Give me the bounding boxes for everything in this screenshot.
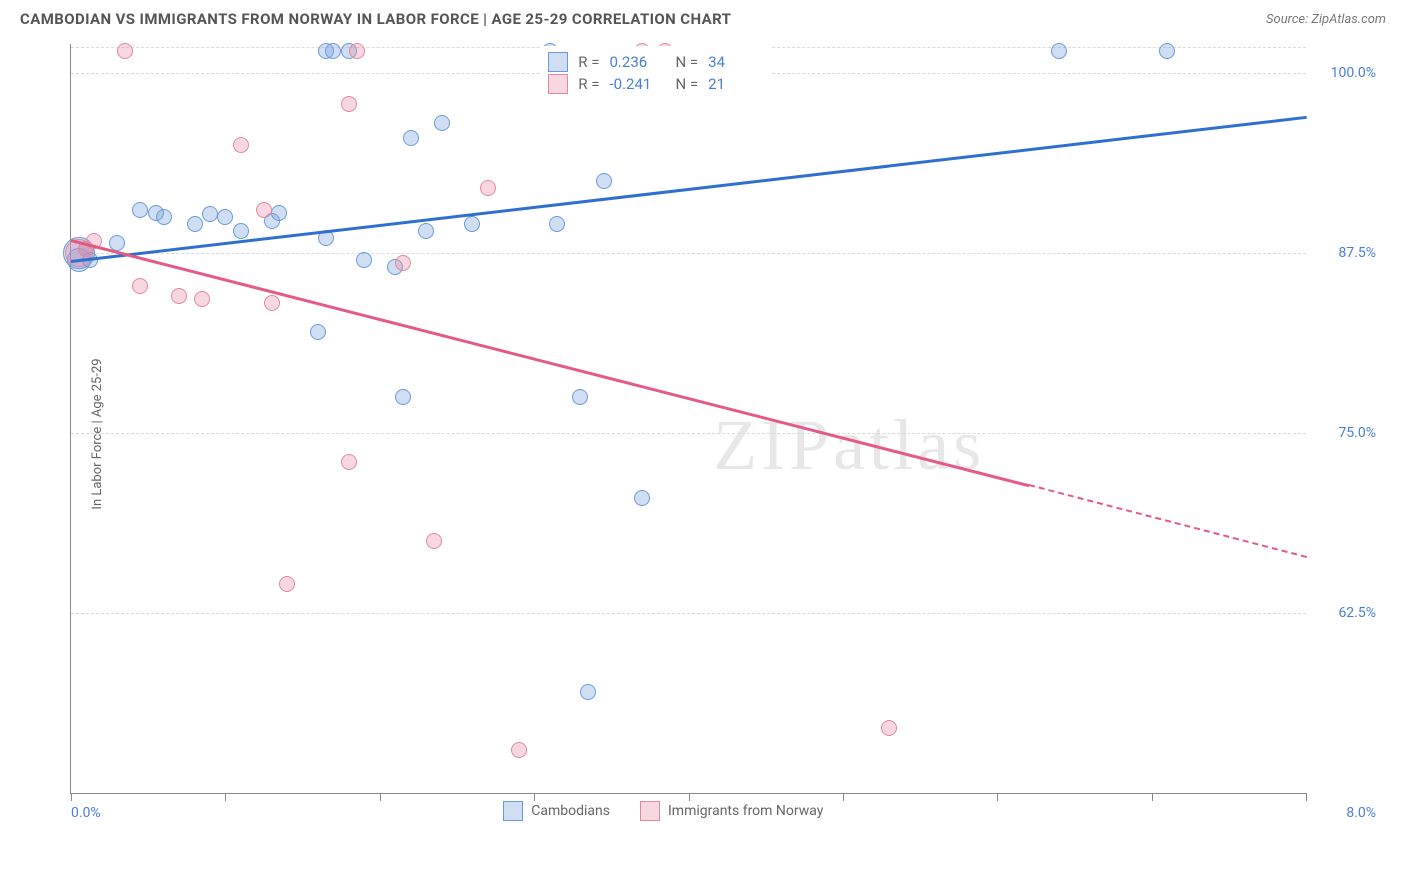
swatch-series-2 — [548, 74, 568, 94]
legend-item-1: Cambodians — [503, 801, 610, 821]
trendline-extrapolated — [1029, 484, 1308, 558]
y-tick-label: 62.5% — [1316, 605, 1376, 621]
data-point — [217, 209, 233, 225]
y-tick-label: 75.0% — [1316, 425, 1376, 441]
trendline — [71, 116, 1307, 263]
chart-container: In Labor Force | Age 25-29 R = 0.236 N =… — [70, 34, 1386, 834]
data-point — [434, 115, 450, 131]
x-tick — [1152, 793, 1153, 801]
data-point — [325, 43, 341, 59]
legend-r-value-2: -0.241 — [610, 75, 666, 93]
x-tick — [380, 793, 381, 801]
data-point — [341, 96, 357, 112]
data-point — [580, 684, 596, 700]
data-point — [549, 216, 565, 232]
legend-label-1: Cambodians — [531, 803, 610, 819]
data-point — [194, 291, 210, 307]
data-point — [634, 490, 650, 506]
data-point — [271, 205, 287, 221]
data-point — [1159, 43, 1175, 59]
data-point — [233, 137, 249, 153]
x-tick — [71, 793, 72, 801]
data-point — [426, 533, 442, 549]
gridline-horizontal — [71, 253, 1306, 254]
swatch-series-2 — [640, 801, 660, 821]
x-tick — [843, 793, 844, 801]
legend-n-value-1: 34 — [708, 53, 764, 71]
data-point — [132, 202, 148, 218]
chart-header: CAMBODIAN VS IMMIGRANTS FROM NORWAY IN L… — [0, 0, 1406, 34]
data-point — [395, 255, 411, 271]
gridline-horizontal — [71, 613, 1306, 614]
legend-r-value-1: 0.236 — [610, 53, 666, 71]
data-point — [279, 576, 295, 592]
legend-r-label: R = — [578, 75, 599, 93]
x-tick — [534, 793, 535, 801]
data-point — [403, 130, 419, 146]
data-point — [187, 216, 203, 232]
data-point — [109, 235, 125, 251]
data-point — [256, 202, 272, 218]
y-tick-label: 100.0% — [1316, 65, 1376, 81]
data-point — [349, 43, 365, 59]
data-point — [117, 43, 133, 59]
series-legend: Cambodians Immigrants from Norway — [503, 801, 823, 821]
gridline-horizontal — [71, 433, 1306, 434]
x-tick — [1306, 793, 1307, 801]
legend-label-2: Immigrants from Norway — [668, 803, 823, 819]
legend-n-value-2: 21 — [708, 75, 764, 93]
data-point — [511, 742, 527, 758]
data-point — [264, 295, 280, 311]
x-tick — [997, 793, 998, 801]
trendline — [71, 239, 1030, 487]
swatch-series-1 — [503, 801, 523, 821]
x-tick — [689, 793, 690, 801]
legend-n-label: N = — [676, 75, 699, 93]
data-point — [310, 324, 326, 340]
x-axis-max-label: 8.0% — [1346, 805, 1376, 821]
legend-n-label: N = — [676, 53, 699, 71]
source-attribution: Source: ZipAtlas.com — [1266, 12, 1386, 27]
legend-row-series-1: R = 0.236 N = 34 — [548, 52, 764, 72]
correlation-legend: R = 0.236 N = 34 R = -0.241 N = 21 — [540, 46, 772, 100]
data-point — [881, 720, 897, 736]
plot-area: R = 0.236 N = 34 R = -0.241 N = 21 ZIPat… — [70, 44, 1306, 794]
legend-item-2: Immigrants from Norway — [640, 801, 823, 821]
data-point — [233, 223, 249, 239]
chart-title: CAMBODIAN VS IMMIGRANTS FROM NORWAY IN L… — [20, 10, 731, 28]
data-point — [171, 288, 187, 304]
data-point — [596, 173, 612, 189]
x-tick — [225, 793, 226, 801]
data-point — [356, 252, 372, 268]
data-point — [395, 389, 411, 405]
data-point — [202, 206, 218, 222]
data-point — [418, 223, 434, 239]
y-tick-label: 87.5% — [1316, 245, 1376, 261]
data-point — [341, 454, 357, 470]
data-point — [480, 180, 496, 196]
x-axis-min-label: 0.0% — [71, 805, 101, 821]
swatch-series-1 — [548, 52, 568, 72]
data-point — [1051, 43, 1067, 59]
data-point — [464, 216, 480, 232]
legend-r-label: R = — [578, 53, 599, 71]
legend-row-series-2: R = -0.241 N = 21 — [548, 74, 764, 94]
data-point — [156, 209, 172, 225]
data-point — [572, 389, 588, 405]
data-point — [132, 278, 148, 294]
